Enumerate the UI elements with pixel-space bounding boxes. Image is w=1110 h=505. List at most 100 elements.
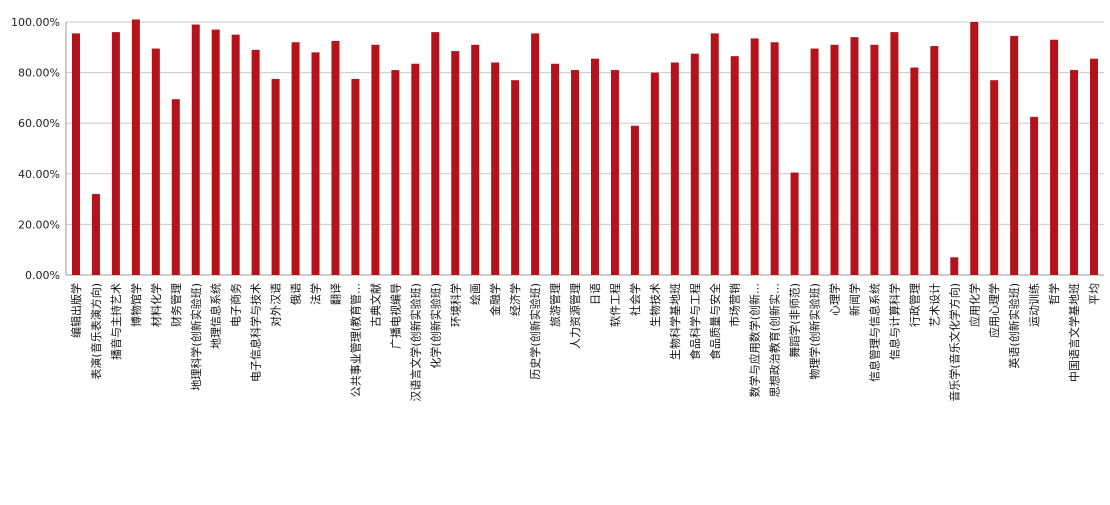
x-tick-label: 电子信息科学与技术 (249, 283, 263, 382)
bar (890, 32, 899, 276)
x-tick-label: 应用心理学 (987, 283, 1001, 338)
x-tick-label: 英语(创新实验班) (1007, 283, 1021, 369)
x-tick-label: 公共事业管理(教育管… (348, 283, 362, 397)
bar (371, 44, 380, 275)
bars (71, 19, 1099, 276)
bar (471, 44, 480, 275)
bar (670, 62, 679, 276)
x-tick-label: 信息管理与信息系统 (867, 283, 881, 382)
x-tick-label: 播音与主持艺术 (109, 283, 123, 360)
bar (710, 33, 719, 276)
x-tick-label: 环境科学 (448, 283, 462, 327)
bar (131, 19, 140, 275)
x-tick-label: 电子商务 (229, 283, 243, 327)
x-tick-label: 平均 (1088, 283, 1101, 305)
x-tick-label: 数学与应用数学(创新… (748, 283, 762, 397)
x-tick-label: 地理信息系统 (209, 283, 223, 349)
x-tick-label: 旅游管理 (548, 283, 562, 327)
x-tick-label: 中国语言文学基地班 (1067, 283, 1081, 382)
bar (830, 44, 839, 275)
bar (331, 40, 340, 275)
y-tick-label: 80.00% (18, 67, 60, 80)
bar (351, 78, 360, 275)
x-tick-label: 新闻学 (847, 283, 861, 316)
x-tick-label: 应用化学 (967, 283, 981, 327)
x-tick-label: 广播电视编导 (388, 283, 402, 349)
bar (151, 48, 160, 275)
x-tick-label: 思想政治教育(创新实… (768, 283, 782, 397)
bar (71, 33, 80, 276)
x-tick-label: 材料化学 (149, 283, 163, 327)
bar (870, 44, 879, 275)
x-tick-label: 物理学(创新实验班) (808, 283, 822, 380)
bar (211, 29, 220, 276)
x-tick-label: 编辑出版学 (69, 283, 83, 338)
x-tick-label: 财务管理 (169, 283, 183, 327)
bar (551, 63, 560, 276)
x-tick-label: 食品质量与安全 (708, 283, 722, 360)
x-tick-label: 翻译 (328, 283, 342, 305)
bar (111, 32, 120, 276)
bar (630, 125, 639, 275)
bar (451, 51, 460, 275)
bar (191, 24, 200, 276)
bar (1070, 70, 1079, 275)
bar (491, 62, 500, 276)
x-tick-label: 舞蹈学(非师范) (788, 283, 802, 358)
bar (990, 80, 999, 275)
y-tick-label: 20.00% (18, 218, 60, 231)
x-tick-label: 经济学 (508, 283, 522, 316)
bar (810, 48, 819, 275)
bar (411, 63, 420, 276)
x-tick-label: 生物科学基地班 (668, 283, 682, 360)
x-tick-label: 软件工程 (608, 283, 622, 327)
x-tick-label: 人力资源管理 (568, 283, 582, 349)
x-tick-label: 日语 (589, 283, 602, 305)
x-tick-label: 心理学 (828, 283, 842, 316)
y-tick-label: 0.00% (25, 269, 60, 282)
bar (251, 49, 260, 275)
bar (930, 46, 939, 275)
bar (171, 99, 180, 275)
bar (1010, 35, 1019, 275)
x-tick-label: 哲学 (1047, 283, 1061, 305)
bar (850, 37, 859, 276)
bar (730, 56, 739, 275)
x-tick-label: 对外汉语 (269, 283, 283, 327)
bar (1050, 39, 1059, 276)
x-tick-label: 运动训练 (1027, 283, 1041, 327)
bar (590, 58, 599, 276)
bar (1090, 58, 1099, 276)
bar (91, 194, 100, 275)
x-tick-label: 市场营销 (728, 283, 742, 327)
y-tick-labels: 0.00% 20.00% 40.00% 60.00% 80.00% 100.00% (11, 16, 60, 282)
bar (950, 257, 959, 275)
bar (970, 22, 979, 275)
bar (770, 42, 779, 275)
bar (231, 34, 240, 276)
x-tick-label: 金融学 (488, 283, 502, 316)
bar (571, 70, 580, 275)
x-tick-label: 博物馆学 (129, 283, 143, 327)
bar (1030, 116, 1039, 275)
y-tick-label: 100.00% (11, 16, 60, 29)
bar (311, 52, 320, 275)
x-tick-labels: 编辑出版学 表演(音乐表演方向) 播音与主持艺术 博物馆学 材料化学 财务管理 地理科学(创… (69, 283, 1101, 402)
x-tick-label: 食品科学与工程 (688, 283, 702, 360)
bar (750, 38, 759, 275)
x-tick-label: 信息与计算科学 (887, 283, 901, 360)
x-tick-label: 艺术设计 (928, 283, 941, 327)
x-tick-label: 化学(创新实验班) (428, 283, 442, 369)
x-tick-label: 音乐学(音乐文化学方向) (947, 283, 961, 402)
bar (431, 32, 440, 276)
x-tick-label: 历史学(创新实验班) (528, 283, 542, 380)
x-tick-label: 古典文献 (368, 283, 382, 327)
y-tick-label: 60.00% (18, 117, 60, 130)
bar (610, 70, 619, 275)
gridlines (66, 21, 1104, 276)
bar (531, 33, 540, 276)
x-tick-label: 地理科学(创新实验班) (189, 283, 203, 391)
bar (511, 80, 520, 275)
